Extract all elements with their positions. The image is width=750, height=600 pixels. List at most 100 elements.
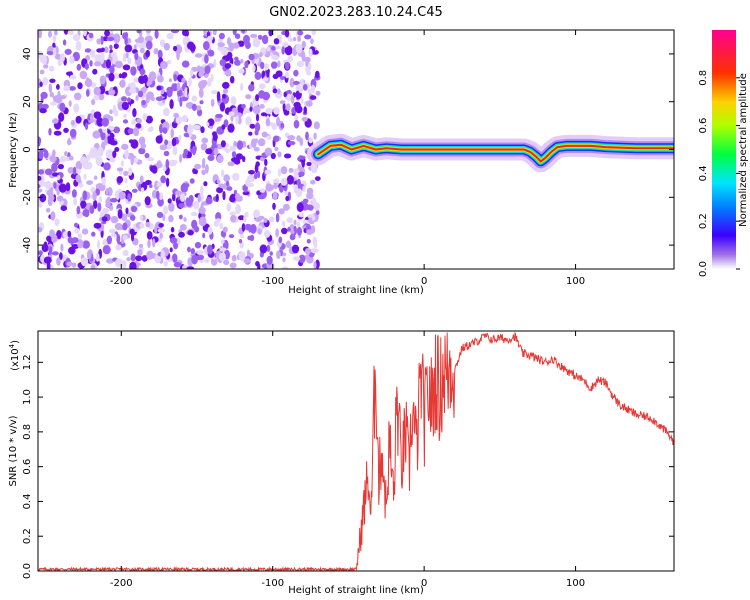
spectrogram-xtick-label: 0 [421, 276, 427, 287]
noise-speck [105, 149, 113, 160]
noise-speck [137, 249, 143, 256]
noise-speck [269, 251, 273, 256]
noise-speck [235, 192, 241, 201]
noise-speck [49, 65, 55, 72]
noise-speck [132, 157, 139, 164]
noise-speck [219, 247, 227, 252]
noise-speck [213, 147, 219, 156]
noise-speck [266, 47, 271, 52]
noise-speck [46, 235, 52, 242]
noise-speck [305, 247, 311, 255]
noise-speck [122, 249, 129, 257]
noise-speck [179, 193, 186, 202]
noise-speck [88, 32, 94, 39]
noise-speck [178, 203, 185, 208]
noise-speck [291, 244, 300, 254]
noise-speck [60, 205, 68, 211]
noise-speck [52, 35, 57, 43]
noise-speck [312, 236, 317, 246]
noise-speck [121, 259, 127, 269]
noise-speck [146, 80, 151, 87]
noise-speck [271, 46, 276, 51]
noise-speck [260, 61, 265, 70]
noise-speck [110, 116, 114, 122]
noise-speck [270, 184, 274, 191]
noise-speck [160, 175, 167, 184]
noise-speck [137, 90, 144, 98]
noise-speck [49, 78, 56, 84]
noise-speck [38, 169, 45, 175]
noise-speck [48, 245, 53, 256]
noise-speck [253, 146, 260, 152]
noise-speck [57, 195, 64, 202]
noise-speck [215, 193, 219, 203]
noise-speck [275, 228, 279, 238]
noise-speck [227, 123, 235, 133]
noise-speck [255, 113, 260, 122]
noise-speck [98, 196, 102, 203]
noise-speck [46, 207, 51, 213]
noise-speck [296, 135, 302, 142]
noise-speck [202, 232, 206, 239]
noise-speck [264, 147, 273, 157]
noise-speck [190, 248, 195, 255]
noise-speck [311, 197, 317, 207]
noise-speck [145, 35, 153, 43]
noise-speck [181, 60, 190, 68]
noise-speck [272, 135, 280, 143]
noise-speck [118, 73, 123, 79]
noise-speck [259, 188, 266, 193]
noise-speck [114, 110, 119, 117]
noise-speck [124, 177, 128, 184]
noise-speck [124, 36, 128, 46]
noise-speck [223, 174, 230, 183]
noise-speck [226, 202, 232, 212]
noise-speck [282, 102, 286, 113]
noise-speck [266, 255, 273, 265]
noise-speck [280, 166, 288, 175]
noise-speck [39, 181, 48, 187]
noise-speck [202, 157, 206, 168]
noise-speck [71, 189, 77, 198]
noise-speck [169, 99, 174, 110]
noise-speck [63, 127, 69, 133]
noise-speck [249, 234, 255, 242]
noise-speck [287, 141, 296, 146]
noise-speck [207, 226, 213, 235]
noise-speck [281, 220, 286, 228]
noise-speck [112, 55, 116, 65]
noise-speck [130, 253, 136, 262]
noise-speck [166, 59, 172, 65]
noise-speck [86, 89, 90, 97]
noise-speck [139, 175, 144, 184]
noise-speck [285, 103, 291, 111]
noise-speck [109, 44, 113, 50]
noise-speck [109, 30, 113, 34]
noise-speck [223, 259, 230, 265]
noise-speck [294, 115, 299, 121]
noise-speck [286, 93, 292, 102]
noise-speck [108, 89, 116, 96]
noise-speck [200, 202, 204, 213]
frequency-ridge [307, 133, 674, 173]
noise-speck [44, 168, 53, 176]
noise-speck [90, 82, 97, 88]
noise-speck [130, 156, 134, 166]
noise-speck [171, 30, 179, 34]
noise-speck [38, 188, 43, 193]
noise-speck [56, 257, 61, 266]
noise-speck [102, 128, 107, 133]
noise-speck [313, 121, 320, 130]
noise-speck [104, 136, 108, 146]
snr-ytick-label: 0.4 [22, 493, 33, 509]
noise-speck [285, 240, 291, 249]
noise-speck [251, 138, 257, 148]
noise-speck [179, 224, 187, 231]
noise-speck [53, 130, 62, 136]
noise-speck [305, 100, 313, 107]
noise-speck [204, 54, 209, 64]
noise-speck [211, 90, 219, 95]
noise-speck [120, 160, 124, 168]
noise-speck [274, 146, 279, 152]
noise-speck [41, 54, 48, 65]
